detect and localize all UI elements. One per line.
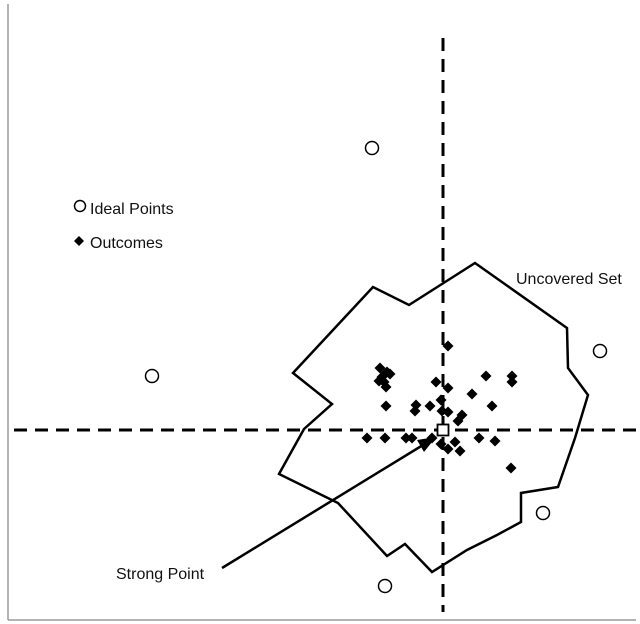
outcome-point bbox=[384, 368, 396, 380]
legend-outcomes-label: Outcomes bbox=[90, 235, 163, 252]
outcome-point bbox=[380, 400, 392, 412]
strong-point-arrow bbox=[221, 437, 436, 570]
outcome-point bbox=[505, 462, 517, 474]
plot-frame bbox=[7, 4, 636, 621]
outcome-point bbox=[473, 432, 485, 444]
outcome-point bbox=[435, 438, 447, 450]
ideal-points-group bbox=[144, 140, 608, 594]
outcome-point bbox=[380, 381, 392, 393]
legend: Ideal Points Outcomes bbox=[73, 199, 174, 252]
ideal-point bbox=[364, 140, 380, 156]
ideal-point bbox=[144, 368, 160, 384]
outcome-point bbox=[406, 432, 418, 444]
outcome-point bbox=[466, 388, 478, 400]
outcome-point bbox=[424, 400, 436, 412]
arrow-shaft bbox=[221, 443, 424, 570]
ideal-point bbox=[377, 578, 393, 594]
legend-ideal-points-label: Ideal Points bbox=[90, 201, 174, 218]
uncovered-set-label: Uncovered Set bbox=[516, 271, 622, 288]
outcome-point bbox=[442, 382, 454, 394]
strong-point-label: Strong Point bbox=[116, 566, 205, 583]
outcome-point bbox=[506, 370, 518, 382]
ideal-point bbox=[535, 505, 551, 521]
outcome-point bbox=[430, 376, 442, 388]
outcome-point bbox=[449, 436, 461, 448]
outcome-point bbox=[480, 370, 492, 382]
outcome-point bbox=[361, 432, 373, 444]
uncovered-set-polygon bbox=[277, 261, 590, 574]
outcome-point bbox=[486, 400, 498, 412]
outcome-point bbox=[442, 406, 454, 418]
legend-ideal-point-icon bbox=[73, 199, 87, 213]
outcome-point bbox=[435, 394, 447, 406]
outcome-point bbox=[452, 415, 464, 427]
legend-outcome-icon bbox=[74, 236, 84, 246]
outcome-point bbox=[409, 405, 421, 417]
outcome-point bbox=[373, 375, 385, 387]
outcome-point bbox=[442, 340, 454, 352]
outcome-point bbox=[379, 432, 391, 444]
outcome-point bbox=[400, 432, 412, 444]
arrow-head-icon bbox=[417, 437, 436, 452]
outcome-point bbox=[489, 435, 501, 447]
outcome-point bbox=[454, 445, 466, 457]
outcome-point bbox=[442, 443, 454, 455]
crosshairs bbox=[14, 38, 636, 612]
strong-point-marker bbox=[436, 423, 450, 437]
ideal-point bbox=[592, 343, 608, 359]
outcomes-group bbox=[361, 340, 518, 474]
outcome-point bbox=[506, 376, 518, 388]
